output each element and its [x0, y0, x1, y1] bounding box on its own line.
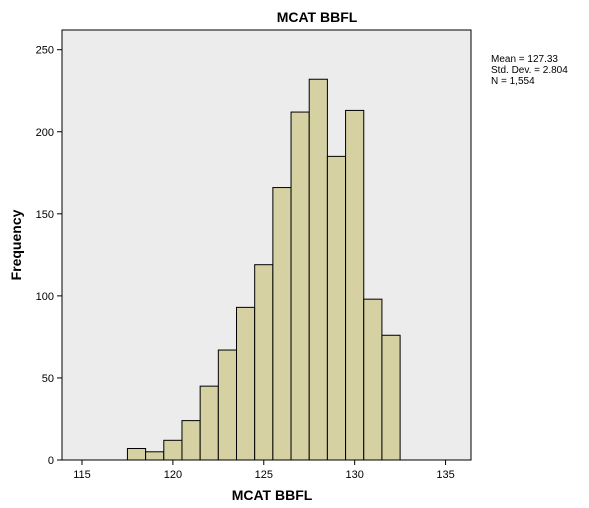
histogram-bar: [254, 264, 274, 461]
y-tick-label: 50: [42, 373, 54, 385]
histogram-bar: [345, 109, 365, 461]
y-tick-label: 250: [36, 45, 54, 57]
histogram-bar: [181, 420, 201, 461]
x-tick-label: 135: [436, 469, 454, 481]
stat-n: N = 1,554: [491, 76, 535, 87]
histogram-bar: [217, 349, 238, 461]
x-tick-label: 130: [345, 469, 363, 481]
stat-mean: Mean = 127.33: [491, 54, 558, 65]
stat-std-dev: Std. Dev. = 2.804: [491, 65, 568, 76]
y-tick-label: 200: [36, 127, 54, 139]
x-tick-label: 120: [164, 469, 182, 481]
chart-title: MCAT BBFL: [277, 9, 358, 25]
x-tick-label: 125: [255, 469, 273, 481]
x-axis: 115 120 125 130 135: [73, 460, 455, 481]
stats-box: Mean = 127.33 Std. Dev. = 2.804 N = 1,55…: [491, 54, 568, 87]
histogram-bar: [381, 334, 401, 461]
histogram-bar: [272, 187, 292, 461]
x-tick-label: 115: [73, 469, 91, 481]
histogram-bar: [126, 448, 147, 461]
y-tick-label: 150: [36, 209, 54, 221]
histogram-bar: [308, 78, 328, 461]
y-axis: 0 50 100 150 200 250: [36, 45, 62, 467]
y-tick-label: 0: [48, 455, 54, 467]
y-axis-label: Frequency: [8, 209, 24, 280]
histogram-bar: [145, 451, 165, 461]
histogram-bar: [326, 155, 347, 461]
histogram-bar: [199, 385, 219, 461]
histogram-bar: [163, 439, 183, 461]
bars-group: [126, 78, 401, 461]
x-axis-label: MCAT BBFL: [232, 487, 313, 503]
y-tick-label: 100: [36, 291, 54, 303]
histogram-bar: [236, 306, 256, 461]
histogram-bar: [363, 298, 383, 461]
histogram-bar: [290, 111, 310, 461]
